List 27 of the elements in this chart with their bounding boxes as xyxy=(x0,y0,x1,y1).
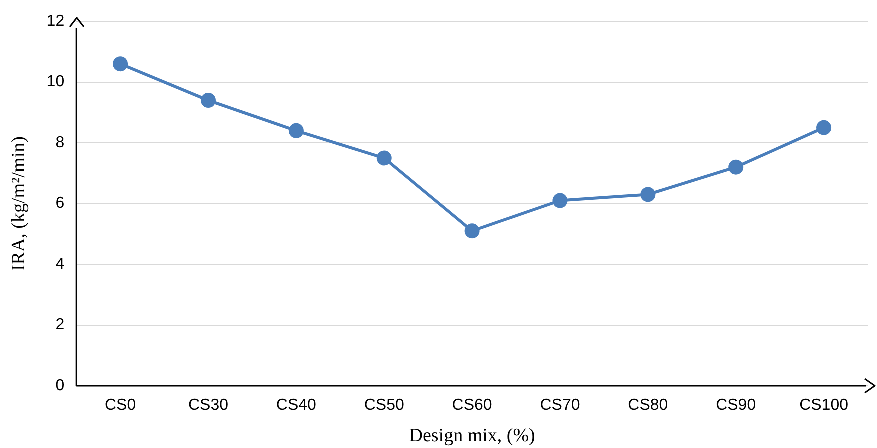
point xyxy=(640,187,656,202)
x-tick-label: CS90 xyxy=(716,397,756,414)
x-tick-label: CS60 xyxy=(452,397,492,414)
y-tick-label: 10 xyxy=(46,74,65,91)
x-tick-label: CS80 xyxy=(628,397,668,414)
y-tick-label: 4 xyxy=(56,256,65,273)
point xyxy=(201,93,216,108)
x-tick-label: CS40 xyxy=(276,397,317,414)
point xyxy=(552,193,568,208)
y-tick-label: 6 xyxy=(56,195,65,212)
point xyxy=(728,160,744,175)
point xyxy=(376,150,392,166)
y-tick-label: 12 xyxy=(46,13,65,30)
point xyxy=(816,120,832,136)
point xyxy=(464,224,480,239)
point xyxy=(113,56,128,72)
x-tick-label: CS70 xyxy=(540,397,580,414)
y-axis-title: IRA, (kg/m²/min) xyxy=(8,136,30,272)
x-tick-label: CS100 xyxy=(800,397,849,414)
point xyxy=(288,123,304,138)
x-axis-title: Design mix, (%) xyxy=(409,426,536,447)
x-tick-label: CS30 xyxy=(188,397,229,414)
y-tick-label: 8 xyxy=(56,134,65,152)
x-tick-label: CS50 xyxy=(364,397,404,414)
y-tick-label: 2 xyxy=(56,316,65,334)
x-tick-label: CS0 xyxy=(105,397,136,414)
y-tick-label: 0 xyxy=(56,377,65,394)
